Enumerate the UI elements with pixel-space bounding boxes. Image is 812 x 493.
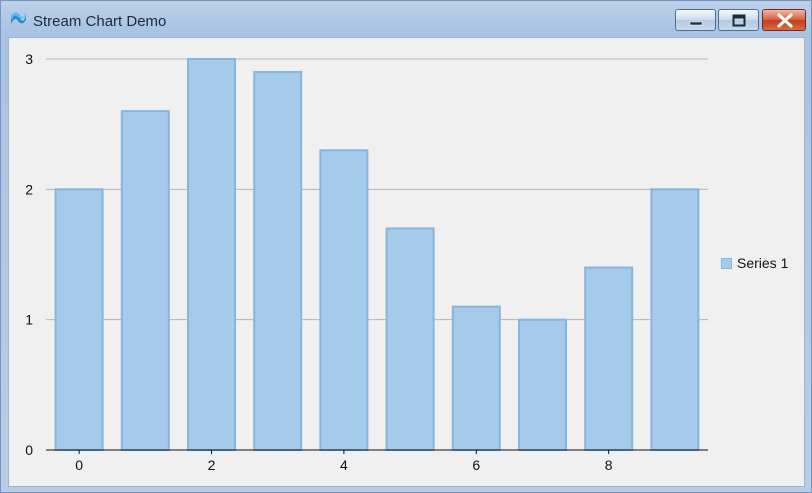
y-tick-label: 0 [25, 442, 33, 458]
x-tick-label: 6 [472, 457, 480, 473]
bar [385, 227, 435, 451]
bar [187, 58, 236, 451]
maximize-icon [732, 14, 746, 27]
window-title: Stream Chart Demo [33, 13, 167, 30]
y-tick-label: 2 [25, 181, 33, 197]
minimize-button[interactable] [675, 9, 716, 31]
x-tick-label: 8 [605, 457, 613, 473]
bar [54, 188, 104, 451]
x-tick-label: 2 [208, 457, 216, 473]
bar [319, 149, 369, 451]
app-logo-icon [11, 12, 26, 24]
y-tick-label: 3 [25, 51, 33, 67]
minimize-icon [689, 21, 703, 26]
x-tick-label: 0 [75, 457, 83, 473]
x-tick-label: 4 [340, 457, 348, 473]
bar [650, 188, 700, 451]
bar [120, 110, 170, 451]
close-icon [777, 13, 793, 28]
maximize-button[interactable] [718, 9, 759, 31]
bar [518, 318, 567, 451]
y-tick-label: 1 [25, 312, 33, 328]
title-bar[interactable]: Stream Chart Demo [1, 1, 811, 37]
chart-area: 0 1 2 3 0 2 4 6 8 Series 1 [8, 37, 805, 487]
legend-swatch [721, 257, 732, 269]
bar-chart: 0 1 2 3 0 2 4 6 8 [25, 51, 708, 473]
legend-label: Series 1 [737, 255, 789, 271]
close-button[interactable] [762, 9, 806, 31]
bar [451, 305, 501, 451]
legend: Series 1 [721, 253, 788, 273]
bar [584, 266, 634, 451]
bar [253, 71, 303, 452]
